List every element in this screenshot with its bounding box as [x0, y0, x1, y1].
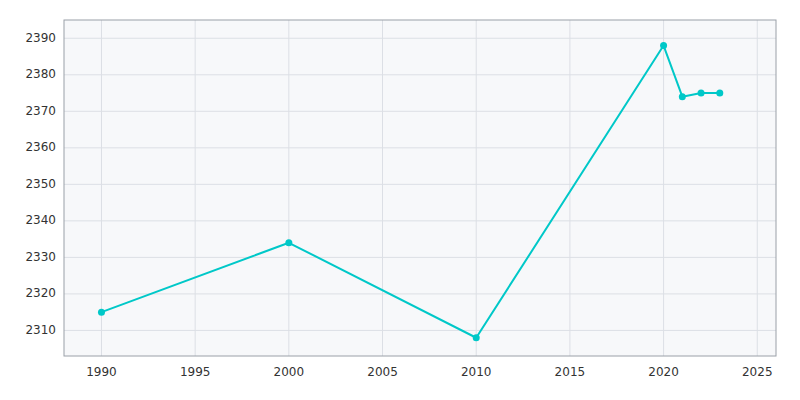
- grid-line-y: [64, 111, 776, 112]
- grid-line-y: [64, 184, 776, 185]
- grid-line-x: [476, 20, 477, 356]
- chart-container: 2310 2320 2330 2340 2350 2360 2370 2380 2390 1990…: [0, 0, 800, 400]
- y-tick-label: 2340: [25, 213, 56, 227]
- x-tick-label: 2000: [274, 365, 305, 379]
- grid-line-y: [64, 38, 776, 39]
- x-tick-label: 2010: [461, 365, 492, 379]
- grid-line-x: [195, 20, 196, 356]
- grid-line-x: [569, 20, 570, 356]
- y-tick-label: 2350: [25, 177, 56, 191]
- x-tick-label: 2020: [648, 365, 679, 379]
- y-tick-label: 2330: [25, 250, 56, 264]
- grid-line-x: [288, 20, 289, 356]
- point: [285, 239, 292, 246]
- line: [101, 46, 719, 338]
- y-tick-label: 2320: [25, 286, 56, 300]
- point: [698, 90, 705, 97]
- x-tick-label: 1990: [86, 365, 117, 379]
- grid-line-y: [64, 293, 776, 294]
- axes: 2310 2320 2330 2340 2350 2360 2370 2380 2390 1990…: [25, 31, 772, 379]
- grid: [64, 20, 776, 356]
- x-tick-label: 2025: [742, 365, 773, 379]
- chart: 2310 2320 2330 2340 2350 2360 2370 2380 2390 1990…: [0, 0, 800, 400]
- grid-line-x: [101, 20, 102, 356]
- grid-line-y: [64, 257, 776, 258]
- point: [679, 93, 686, 100]
- x-tick-label: 2015: [555, 365, 586, 379]
- plot-area: [64, 20, 776, 356]
- y-tick-label: 2370: [25, 104, 56, 118]
- grid-line-x: [757, 20, 758, 356]
- y-tick-label: 2390: [25, 31, 56, 45]
- series: [98, 42, 723, 341]
- point: [660, 42, 667, 49]
- y-tick-label: 2380: [25, 67, 56, 81]
- grid-line-y: [64, 147, 776, 148]
- y-tick-label: 2360: [25, 140, 56, 154]
- grid-line-y: [64, 330, 776, 331]
- x-tick-label: 1995: [180, 365, 211, 379]
- grid-line-x: [382, 20, 383, 356]
- x-tick-label: 2005: [367, 365, 398, 379]
- point: [98, 309, 105, 316]
- point: [716, 90, 723, 97]
- grid-line-y: [64, 74, 776, 75]
- grid-line-y: [64, 220, 776, 221]
- point: [473, 334, 480, 341]
- plot-frame: [64, 20, 776, 356]
- y-tick-label: 2310: [25, 323, 56, 337]
- grid-line-x: [663, 20, 664, 356]
